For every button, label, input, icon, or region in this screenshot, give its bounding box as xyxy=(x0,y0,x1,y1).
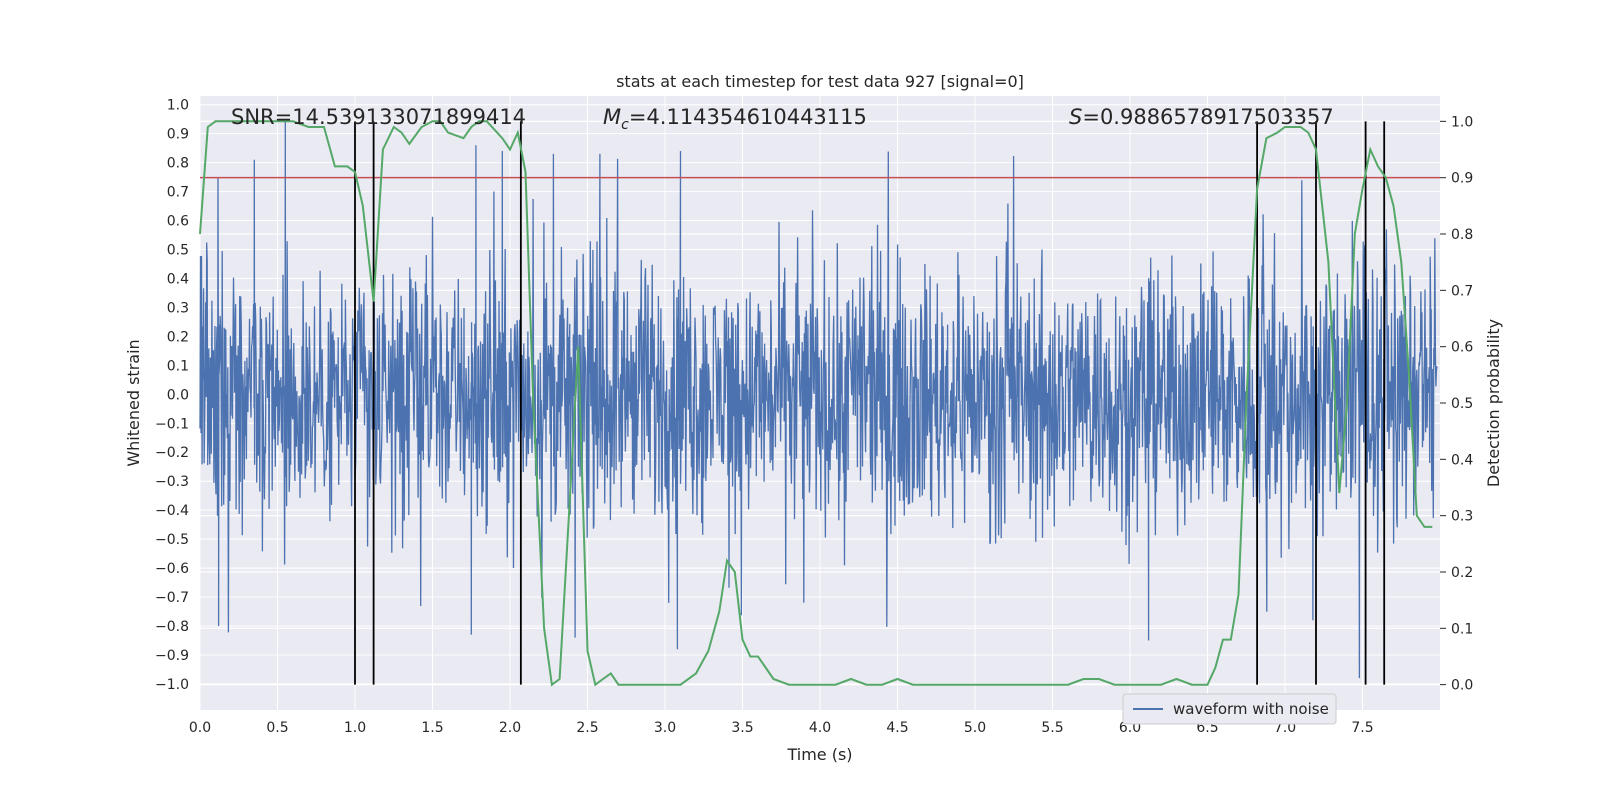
y-tick-label: 0.9 xyxy=(167,127,189,143)
y-tick-label: 0.1 xyxy=(167,358,189,374)
x-axis-label: Time (s) xyxy=(786,745,852,764)
x-tick-label: 2.0 xyxy=(499,720,521,736)
y-tick-label: −0.2 xyxy=(155,445,189,461)
y-tick-label: −0.1 xyxy=(155,416,189,432)
x-tick-label: 5.5 xyxy=(1041,720,1063,736)
y2-tick-label: 1.0 xyxy=(1451,114,1473,130)
y-tick-label: 0.6 xyxy=(167,214,189,230)
y-tick-label: −0.9 xyxy=(155,648,189,664)
y2-tick-label: 0.3 xyxy=(1451,509,1473,525)
y-tick-label: 0.3 xyxy=(167,300,189,316)
waveform-series xyxy=(199,119,1438,679)
mc-subscript: c xyxy=(621,117,629,133)
legend-label: waveform with noise xyxy=(1173,700,1329,718)
legend-box xyxy=(1122,693,1337,725)
s-value: =0.9886578917503357 xyxy=(1082,105,1333,129)
y-tick-label: 0.8 xyxy=(167,156,189,172)
s-annotation: S=0.9886578917503357 xyxy=(1069,105,1334,129)
y2-tick-label: 0.8 xyxy=(1451,227,1473,243)
x-tick-label: 4.5 xyxy=(886,720,908,736)
y-tick-label: −0.3 xyxy=(155,474,189,490)
y-tick-label: −1.0 xyxy=(155,677,189,693)
y-tick-label: −0.4 xyxy=(155,503,189,519)
y2-tick-label: 0.1 xyxy=(1451,621,1473,637)
x-tick-label: 1.0 xyxy=(344,720,366,736)
y-tick-label: 0.0 xyxy=(167,387,189,403)
y-tick-label: −0.6 xyxy=(155,561,189,577)
y2-tick-label: 0.0 xyxy=(1451,678,1473,694)
snr-annotation: SNR=14.539133071899414 xyxy=(231,105,526,129)
mc-annotation: Mc=4.114354610443115 xyxy=(603,105,867,133)
y-tick-label: −0.7 xyxy=(155,590,189,606)
x-tick-label: 5.0 xyxy=(964,720,986,736)
x-tick-label: 1.5 xyxy=(421,720,443,736)
chart-title: stats at each timestep for test data 927… xyxy=(616,72,1024,91)
y-tick-label: 1.0 xyxy=(167,98,189,114)
probability-series xyxy=(199,120,1440,687)
y-axis-label: Whitened strain xyxy=(124,339,143,466)
x-tick-label: 7.5 xyxy=(1351,720,1373,736)
x-tick-label: 4.0 xyxy=(809,720,831,736)
y-tick-label: 0.5 xyxy=(167,243,189,259)
mc-value: =4.114354610443115 xyxy=(629,105,867,129)
y-tick-label: −0.8 xyxy=(155,619,189,635)
x-tick-label: 0.0 xyxy=(189,720,211,736)
y2-tick-label: 0.9 xyxy=(1451,171,1473,187)
x-tick-label: 0.5 xyxy=(266,720,288,736)
x-tick-label: 3.0 xyxy=(654,720,676,736)
y-tick-label: 0.7 xyxy=(167,185,189,201)
mc-symbol: M xyxy=(603,105,621,129)
x-tick-label: 3.5 xyxy=(731,720,753,736)
y2-tick-label: 0.4 xyxy=(1451,452,1473,468)
y-tick-label: 0.2 xyxy=(167,329,189,345)
y2-tick-label: 0.2 xyxy=(1451,565,1473,581)
y2-axis-label: Detection probability xyxy=(1484,319,1503,487)
y2-tick-label: 0.5 xyxy=(1451,396,1473,412)
probability-line xyxy=(199,120,1433,687)
legend: waveform with noise xyxy=(1122,693,1337,725)
y2-tick-label: 0.7 xyxy=(1451,283,1473,299)
waveform-line xyxy=(199,119,1438,679)
y2-tick-label: 0.6 xyxy=(1451,340,1473,356)
y-tick-label: −0.5 xyxy=(155,532,189,548)
y-tick-label: 0.4 xyxy=(167,271,189,287)
x-tick-label: 2.5 xyxy=(576,720,598,736)
s-symbol: S xyxy=(1069,105,1082,129)
